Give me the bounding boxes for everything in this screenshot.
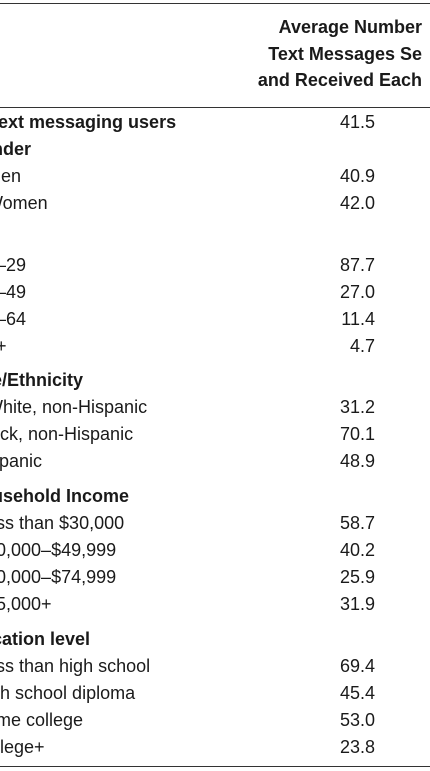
row-label: 30,000–$49,999 [0, 540, 117, 560]
section-label: nder [0, 139, 32, 159]
section-label: text messaging users [0, 112, 177, 132]
table-row: ess than $30,000 58.7 [0, 510, 430, 537]
row-value: 25.9 [339, 567, 375, 587]
row-label: ollege+ [0, 737, 45, 757]
header-line-2: Text Messages Se [268, 43, 422, 64]
row-label: ess than $30,000 [0, 513, 125, 533]
row-value: 53.0 [339, 710, 375, 730]
header-line-3: and Received Each [257, 70, 422, 90]
row-value: 23.8 [339, 737, 375, 757]
row-label: ispanic [0, 451, 43, 471]
row-value: 40.2 [339, 540, 375, 560]
row-label: Men [0, 166, 22, 186]
table-row: Men 40.9 [0, 163, 430, 190]
table-row: igh school diploma 45.4 [0, 680, 430, 707]
row-value: 87.7 [339, 255, 375, 275]
row-value: 40.9 [339, 166, 375, 186]
row-label: ome college [0, 710, 84, 730]
section-label: cation level [0, 629, 91, 649]
row-label: 50,000–$74,999 [0, 567, 117, 587]
table-row: 5+ 4.7 [0, 333, 430, 360]
top-rule [0, 3, 430, 4]
section-header-row: nder [0, 136, 430, 163]
row-value: 42.0 [339, 193, 375, 213]
table-row: ollege+ 23.8 [0, 734, 430, 761]
table-row: 8–29 87.7 [0, 252, 430, 279]
row-value: 58.7 [339, 513, 375, 533]
table-row: 50,000–$74,999 25.9 [0, 564, 430, 591]
header-line-1: Average Number [278, 17, 422, 37]
table-row: ome college 53.0 [0, 707, 430, 734]
table-row: 0–64 11.4 [0, 306, 430, 333]
table-row: Women 42.0 [0, 190, 430, 217]
table-row: 0–49 27.0 [0, 279, 430, 306]
section-header-row [0, 217, 430, 244]
row-value: 31.9 [339, 594, 375, 614]
row-label: igh school diploma [0, 683, 136, 703]
row-value: 48.9 [339, 451, 375, 471]
row-value: 69.4 [339, 656, 375, 676]
row-label: lack, non-Hispanic [0, 424, 134, 444]
header-rule [0, 107, 430, 108]
row-value: 45.4 [339, 683, 375, 703]
section-header-row: text messaging users 41.5 [0, 109, 430, 136]
row-value: 27.0 [339, 282, 375, 302]
table-row: 30,000–$49,999 40.2 [0, 537, 430, 564]
table-row: ess than high school 69.4 [0, 653, 430, 680]
row-value: 41.5 [339, 112, 375, 132]
row-label: Women [0, 193, 48, 213]
row-value: 31.2 [339, 397, 375, 417]
section-label: usehold Income [0, 486, 130, 506]
table-row: ispanic 48.9 [0, 448, 430, 475]
table-row: 75,000+ 31.9 [0, 591, 430, 618]
row-label: ess than high school [0, 656, 151, 676]
row-label: 75,000+ [0, 594, 52, 614]
section-header-row: usehold Income [0, 483, 430, 510]
row-label: 5+ [0, 336, 7, 356]
row-value: 11.4 [341, 309, 375, 329]
table-row: White, non-Hispanic 31.2 [0, 394, 430, 421]
row-label: 8–29 [0, 255, 27, 275]
bottom-rule [0, 766, 430, 767]
row-label: 0–64 [0, 309, 27, 329]
section-label: e/Ethnicity [0, 370, 84, 390]
column-header: Average Number Text Messages Se and Rece… [258, 14, 422, 94]
table-row: lack, non-Hispanic 70.1 [0, 421, 430, 448]
row-label: White, non-Hispanic [0, 397, 148, 417]
section-header-row: e/Ethnicity [0, 367, 430, 394]
row-label: 0–49 [0, 282, 27, 302]
row-value: 4.7 [349, 336, 375, 356]
row-value: 70.1 [339, 424, 375, 444]
section-header-row: cation level [0, 626, 430, 653]
